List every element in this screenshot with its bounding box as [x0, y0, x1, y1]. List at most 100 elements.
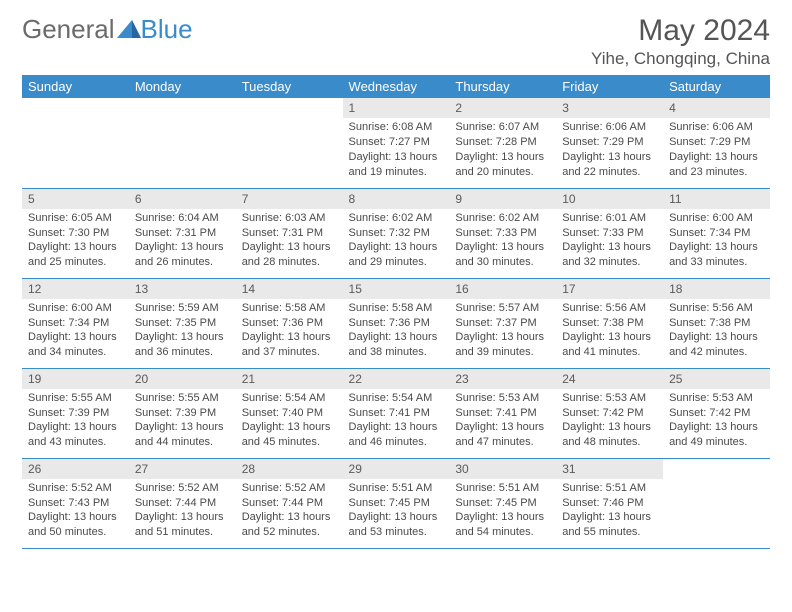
daylight-line1: Daylight: 13 hours — [669, 420, 764, 435]
sunrise-text: Sunrise: 6:08 AM — [349, 120, 444, 135]
day-number: 14 — [236, 279, 343, 299]
day-number: 8 — [343, 189, 450, 209]
day-info: Sunrise: 5:52 AMSunset: 7:44 PMDaylight:… — [236, 479, 343, 544]
day-info: Sunrise: 5:58 AMSunset: 7:36 PMDaylight:… — [236, 299, 343, 364]
day-number: 4 — [663, 98, 770, 118]
day-info: Sunrise: 6:02 AMSunset: 7:33 PMDaylight:… — [449, 209, 556, 274]
sunrise-text: Sunrise: 6:07 AM — [455, 120, 550, 135]
day-info: Sunrise: 5:55 AMSunset: 7:39 PMDaylight:… — [129, 389, 236, 454]
brand-logo: General Blue — [22, 14, 193, 45]
calendar-cell: 21Sunrise: 5:54 AMSunset: 7:40 PMDayligh… — [236, 368, 343, 458]
month-title: May 2024 — [591, 14, 770, 47]
calendar-cell: 6Sunrise: 6:04 AMSunset: 7:31 PMDaylight… — [129, 188, 236, 278]
day-number: 7 — [236, 189, 343, 209]
sunrise-text: Sunrise: 6:01 AM — [562, 211, 657, 226]
sunrise-text: Sunrise: 5:56 AM — [669, 301, 764, 316]
day-number: 23 — [449, 369, 556, 389]
day-info: Sunrise: 5:52 AMSunset: 7:43 PMDaylight:… — [22, 479, 129, 544]
calendar-cell: 7Sunrise: 6:03 AMSunset: 7:31 PMDaylight… — [236, 188, 343, 278]
day-number: 12 — [22, 279, 129, 299]
day-info: Sunrise: 5:53 AMSunset: 7:42 PMDaylight:… — [556, 389, 663, 454]
weekday-header: Sunday — [22, 75, 129, 98]
daylight-line2: and 29 minutes. — [349, 255, 444, 270]
brand-part1: General — [22, 14, 115, 45]
calendar-table: Sunday Monday Tuesday Wednesday Thursday… — [22, 75, 770, 549]
daylight-line1: Daylight: 13 hours — [455, 240, 550, 255]
daylight-line1: Daylight: 13 hours — [562, 420, 657, 435]
sunrise-text: Sunrise: 5:51 AM — [455, 481, 550, 496]
daylight-line2: and 43 minutes. — [28, 435, 123, 450]
day-info: Sunrise: 6:06 AMSunset: 7:29 PMDaylight:… — [663, 118, 770, 183]
daylight-line1: Daylight: 13 hours — [455, 510, 550, 525]
daylight-line2: and 33 minutes. — [669, 255, 764, 270]
day-number: 30 — [449, 459, 556, 479]
daylight-line2: and 20 minutes. — [455, 165, 550, 180]
daylight-line2: and 23 minutes. — [669, 165, 764, 180]
sunrise-text: Sunrise: 5:52 AM — [28, 481, 123, 496]
day-info: Sunrise: 5:54 AMSunset: 7:40 PMDaylight:… — [236, 389, 343, 454]
day-number: 9 — [449, 189, 556, 209]
calendar-cell: 2Sunrise: 6:07 AMSunset: 7:28 PMDaylight… — [449, 98, 556, 188]
day-info: Sunrise: 5:55 AMSunset: 7:39 PMDaylight:… — [22, 389, 129, 454]
sunset-text: Sunset: 7:42 PM — [562, 406, 657, 421]
brand-triangle-icon — [117, 14, 141, 45]
weekday-header-row: Sunday Monday Tuesday Wednesday Thursday… — [22, 75, 770, 98]
calendar-cell: 8Sunrise: 6:02 AMSunset: 7:32 PMDaylight… — [343, 188, 450, 278]
daylight-line2: and 41 minutes. — [562, 345, 657, 360]
daylight-line1: Daylight: 13 hours — [135, 510, 230, 525]
calendar-cell: 12Sunrise: 6:00 AMSunset: 7:34 PMDayligh… — [22, 278, 129, 368]
daylight-line2: and 53 minutes. — [349, 525, 444, 540]
daylight-line1: Daylight: 13 hours — [455, 330, 550, 345]
daylight-line2: and 36 minutes. — [135, 345, 230, 360]
day-number: 29 — [343, 459, 450, 479]
daylight-line1: Daylight: 13 hours — [135, 420, 230, 435]
daylight-line2: and 19 minutes. — [349, 165, 444, 180]
daylight-line1: Daylight: 13 hours — [669, 330, 764, 345]
calendar-cell: 22Sunrise: 5:54 AMSunset: 7:41 PMDayligh… — [343, 368, 450, 458]
sunrise-text: Sunrise: 6:00 AM — [28, 301, 123, 316]
calendar-cell: 10Sunrise: 6:01 AMSunset: 7:33 PMDayligh… — [556, 188, 663, 278]
sunset-text: Sunset: 7:41 PM — [349, 406, 444, 421]
daylight-line1: Daylight: 13 hours — [349, 330, 444, 345]
day-info: Sunrise: 6:00 AMSunset: 7:34 PMDaylight:… — [22, 299, 129, 364]
sunrise-text: Sunrise: 5:52 AM — [242, 481, 337, 496]
calendar-cell: 13Sunrise: 5:59 AMSunset: 7:35 PMDayligh… — [129, 278, 236, 368]
day-number: 18 — [663, 279, 770, 299]
calendar-cell: 20Sunrise: 5:55 AMSunset: 7:39 PMDayligh… — [129, 368, 236, 458]
sunrise-text: Sunrise: 5:59 AM — [135, 301, 230, 316]
calendar-cell — [22, 98, 129, 188]
daylight-line1: Daylight: 13 hours — [28, 330, 123, 345]
sunrise-text: Sunrise: 5:58 AM — [349, 301, 444, 316]
calendar-cell: 9Sunrise: 6:02 AMSunset: 7:33 PMDaylight… — [449, 188, 556, 278]
daylight-line1: Daylight: 13 hours — [242, 330, 337, 345]
day-info: Sunrise: 6:03 AMSunset: 7:31 PMDaylight:… — [236, 209, 343, 274]
day-info: Sunrise: 6:02 AMSunset: 7:32 PMDaylight:… — [343, 209, 450, 274]
calendar-page: General Blue May 2024 Yihe, Chongqing, C… — [0, 0, 792, 549]
calendar-cell: 23Sunrise: 5:53 AMSunset: 7:41 PMDayligh… — [449, 368, 556, 458]
day-info: Sunrise: 6:01 AMSunset: 7:33 PMDaylight:… — [556, 209, 663, 274]
daylight-line2: and 38 minutes. — [349, 345, 444, 360]
daylight-line2: and 28 minutes. — [242, 255, 337, 270]
daylight-line2: and 42 minutes. — [669, 345, 764, 360]
daylight-line1: Daylight: 13 hours — [669, 240, 764, 255]
calendar-cell: 28Sunrise: 5:52 AMSunset: 7:44 PMDayligh… — [236, 458, 343, 548]
daylight-line1: Daylight: 13 hours — [562, 510, 657, 525]
day-number: 13 — [129, 279, 236, 299]
daylight-line1: Daylight: 13 hours — [135, 330, 230, 345]
sunrise-text: Sunrise: 5:54 AM — [242, 391, 337, 406]
calendar-cell: 18Sunrise: 5:56 AMSunset: 7:38 PMDayligh… — [663, 278, 770, 368]
day-info: Sunrise: 5:53 AMSunset: 7:42 PMDaylight:… — [663, 389, 770, 454]
daylight-line2: and 44 minutes. — [135, 435, 230, 450]
daylight-line2: and 49 minutes. — [669, 435, 764, 450]
sunset-text: Sunset: 7:29 PM — [669, 135, 764, 150]
daylight-line1: Daylight: 13 hours — [349, 420, 444, 435]
sunrise-text: Sunrise: 6:05 AM — [28, 211, 123, 226]
sunrise-text: Sunrise: 6:02 AM — [455, 211, 550, 226]
sunset-text: Sunset: 7:33 PM — [562, 226, 657, 241]
sunset-text: Sunset: 7:45 PM — [349, 496, 444, 511]
weekday-header: Saturday — [663, 75, 770, 98]
calendar-cell: 30Sunrise: 5:51 AMSunset: 7:45 PMDayligh… — [449, 458, 556, 548]
calendar-cell: 27Sunrise: 5:52 AMSunset: 7:44 PMDayligh… — [129, 458, 236, 548]
sunrise-text: Sunrise: 5:57 AM — [455, 301, 550, 316]
sunset-text: Sunset: 7:27 PM — [349, 135, 444, 150]
